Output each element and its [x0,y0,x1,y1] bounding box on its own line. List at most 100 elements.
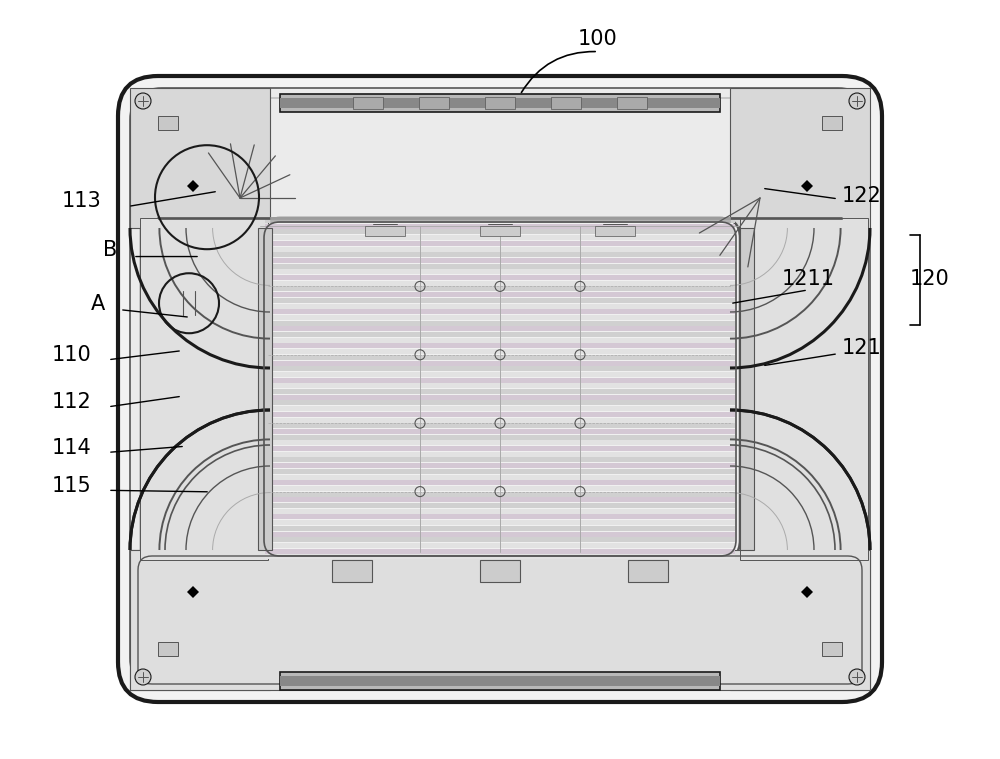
Bar [265,366,735,371]
Bar [265,424,735,428]
Bar [280,672,720,690]
Circle shape [849,669,865,685]
Bar [265,304,735,308]
Bar [551,97,581,109]
Bar [265,537,735,542]
Bar [265,218,735,223]
FancyBboxPatch shape [260,218,740,560]
Bar [265,395,735,400]
Bar [265,446,735,451]
Text: 121: 121 [842,338,882,357]
Bar [265,520,735,525]
Bar [480,560,520,582]
Bar [265,224,735,228]
Text: 110: 110 [52,345,92,365]
Polygon shape [187,586,199,598]
Bar [265,292,735,297]
Bar [485,97,515,109]
Bar [265,320,735,326]
Bar [265,298,735,303]
Bar [280,98,720,108]
Bar [258,228,272,550]
Bar [265,440,735,446]
Bar [265,412,735,417]
Bar [130,88,270,228]
Bar [265,543,735,548]
Text: 115: 115 [52,476,92,496]
Bar [265,515,735,519]
Bar [265,229,735,235]
Bar [265,469,735,474]
Bar [265,349,735,354]
Polygon shape [187,180,199,192]
Bar [265,281,735,285]
Text: 120: 120 [910,269,950,289]
Bar [130,550,270,690]
Bar [140,218,268,560]
Text: 122: 122 [842,186,882,206]
Bar [265,309,735,314]
Text: 114: 114 [52,438,92,458]
Bar [265,377,735,383]
Bar [628,560,668,582]
Text: 113: 113 [62,191,102,211]
Text: 100: 100 [578,30,618,49]
Bar [265,343,735,348]
Bar [265,372,735,377]
Bar [265,486,735,491]
Polygon shape [801,586,813,598]
Circle shape [135,93,151,109]
Bar [265,315,735,320]
Circle shape [849,93,865,109]
Bar [265,401,735,405]
Bar [265,554,735,559]
Bar [265,338,735,343]
Bar [419,97,449,109]
Bar [265,497,735,502]
Bar [730,88,870,228]
Bar [617,97,647,109]
Bar [740,228,754,550]
Bar [332,560,372,582]
Bar [265,452,735,457]
FancyBboxPatch shape [118,76,882,702]
Bar [265,361,735,366]
Bar [158,116,178,130]
Bar [265,458,735,462]
Bar [265,480,735,485]
Bar [265,429,735,434]
Bar [265,275,735,280]
Text: A: A [91,294,105,313]
Bar [265,258,735,263]
Bar [265,235,735,240]
Bar [130,550,870,690]
FancyBboxPatch shape [130,88,870,690]
Bar [265,531,735,537]
Bar [265,332,735,337]
Bar [280,94,720,112]
Bar [265,549,735,553]
Bar [265,474,735,480]
Bar [265,252,735,257]
Bar [822,116,842,130]
Bar [265,326,735,332]
Bar [265,509,735,514]
Bar [265,241,735,246]
Bar [265,286,735,291]
Bar [265,526,735,531]
Bar [280,676,720,686]
Text: 112: 112 [52,392,92,412]
Bar [730,550,870,690]
Polygon shape [801,180,813,192]
Bar [740,218,868,560]
Bar [480,226,520,236]
Bar [595,226,635,236]
Bar [265,269,735,274]
Bar [265,435,735,439]
Bar [353,97,383,109]
Bar [265,463,735,468]
Bar [265,406,735,411]
Bar [265,389,735,394]
Bar [365,226,405,236]
Text: 1211: 1211 [782,269,834,289]
